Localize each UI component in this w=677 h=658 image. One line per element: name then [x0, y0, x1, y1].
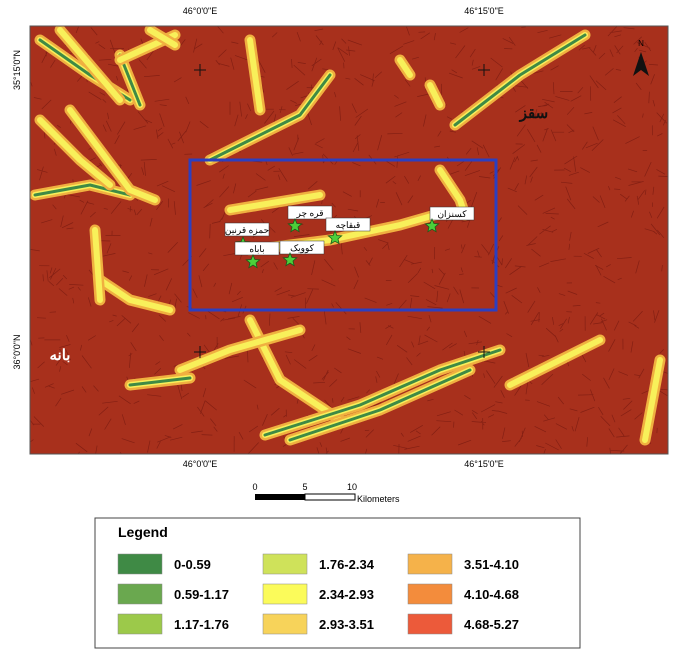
lineament-mid	[97, 277, 173, 313]
sites: قره چر حمزه قرنین باباه کوویک قبقاچه کسنزان	[224, 205, 475, 269]
scale-segment	[304, 493, 356, 501]
legend-swatch	[117, 553, 163, 575]
north-label: N	[638, 39, 644, 48]
site-label: کوویک	[290, 243, 315, 254]
legend-swatch	[117, 613, 163, 635]
legend-label: 0-0.59	[174, 557, 211, 572]
city-label: بانه	[50, 347, 71, 364]
site-label-bg	[234, 241, 280, 256]
lineament-mid	[147, 27, 178, 48]
legend-items: 0-0.59 0.59-1.17 1.17-1.76 1.76-2.34 2.34-2.…	[117, 553, 519, 635]
map-area	[30, 26, 668, 454]
legend-title: Legend	[118, 524, 168, 540]
left-coordinate: 35°15'0"N	[12, 50, 22, 90]
scale-tick: 10	[347, 482, 357, 492]
left-coordinate: 36°0'0"N	[12, 334, 22, 369]
lineament-mid	[37, 117, 113, 188]
legend-swatch	[262, 613, 308, 635]
graticule-cross	[478, 64, 490, 76]
scale-tick: 5	[302, 482, 307, 492]
bottom-coordinate: 46°0'0"E	[183, 459, 218, 469]
site-label-bg	[287, 205, 333, 220]
city-label: سقز	[519, 105, 548, 122]
lineament-mid	[92, 227, 103, 303]
site-label: حمزه قرنین	[225, 225, 269, 236]
lineament-mid	[67, 107, 158, 203]
scale-bar: 0 5 10 Kilometers	[252, 482, 400, 504]
legend: Legend 0-0.59 0.59-1.17 1.17-1.76 1.76-2.34…	[94, 517, 581, 649]
lineament-core	[208, 73, 332, 162]
top-coordinate: 46°15'0"E	[464, 6, 504, 16]
north-arrow: N	[633, 39, 649, 76]
site-star	[327, 229, 343, 245]
legend-label: 1.76-2.34	[319, 557, 375, 572]
north-arrow-shape	[633, 52, 649, 76]
site-label-bg	[224, 222, 270, 237]
site-label: باباه	[249, 244, 264, 254]
graticule-cross	[194, 346, 206, 358]
map-frame	[29, 25, 669, 455]
lineament-core	[33, 183, 132, 197]
legend-box	[94, 517, 581, 649]
lineament-mid	[57, 27, 123, 103]
site-star	[287, 217, 303, 233]
legend-label: 0.59-1.17	[174, 587, 229, 602]
lineament-mid	[247, 37, 263, 113]
legend-label: 4.68-5.27	[464, 617, 519, 632]
legend-swatch	[262, 553, 308, 575]
scale-unit: Kilometers	[357, 494, 400, 504]
legend-label: 4.10-4.68	[464, 587, 519, 602]
site-star	[424, 217, 440, 233]
site-star	[245, 253, 261, 269]
lineament-core	[128, 376, 192, 387]
lineament-mid	[177, 327, 303, 373]
site-label: قبقاچه	[336, 220, 361, 231]
graticule-cross	[194, 64, 206, 76]
lineament-mid	[642, 357, 663, 443]
site-label-bg	[429, 206, 475, 221]
legend-label: 3.51-4.10	[464, 557, 519, 572]
scale-segment	[255, 494, 305, 500]
site-label-bg	[279, 240, 325, 255]
bottom-coordinate: 46°15'0"E	[464, 459, 504, 469]
study-area-box	[188, 158, 498, 312]
legend-label: 2.93-3.51	[319, 617, 374, 632]
legend-swatch	[407, 583, 453, 605]
lineament-mid	[427, 82, 443, 108]
lineament-mid	[227, 192, 323, 213]
lineament-mid	[507, 337, 603, 388]
site-label-bg	[325, 217, 371, 232]
scale-tick: 0	[252, 482, 257, 492]
legend-swatch	[262, 583, 308, 605]
site-label: کسنزان	[437, 209, 467, 220]
lineament-core	[288, 368, 472, 442]
site-label: قره چر	[295, 208, 323, 219]
site-star	[282, 251, 298, 267]
lineaments	[30, 26, 666, 446]
graticule-cross	[478, 346, 490, 358]
lineament-mid	[397, 57, 413, 78]
legend-swatch	[407, 553, 453, 575]
legend-label: 2.34-2.93	[319, 587, 374, 602]
lineament-core	[453, 33, 587, 127]
top-coordinate: 46°0'0"E	[183, 6, 218, 16]
legend-label: 1.17-1.76	[174, 617, 229, 632]
legend-swatch	[117, 583, 163, 605]
lineament-core	[263, 348, 502, 437]
legend-swatch	[407, 613, 453, 635]
